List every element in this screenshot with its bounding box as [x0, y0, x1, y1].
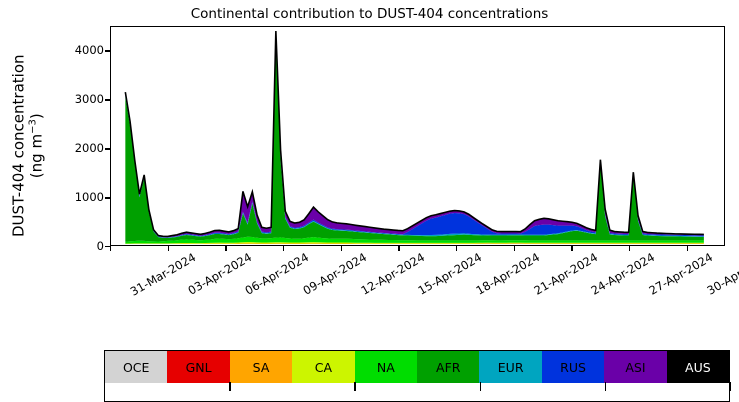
legend-item-asi[interactable]: ASI — [604, 351, 667, 383]
legend-tick — [104, 382, 106, 391]
x-tick-label: 24-Apr-2024 — [588, 250, 658, 298]
legend-tick — [354, 382, 356, 391]
legend-item-rus[interactable]: RUS — [541, 351, 605, 383]
legend-tick — [604, 382, 607, 391]
x-tick-label: 27-Apr-2024 — [646, 250, 716, 298]
y-axis-label: DUST-404 concentration (ng m−3) — [9, 26, 46, 266]
y-tick-mark — [105, 148, 110, 150]
legend-item-na[interactable]: NA — [354, 351, 418, 383]
area-series-rus — [125, 40, 704, 238]
area-series-asi — [125, 31, 704, 238]
legend-item-gnl[interactable]: GNL — [167, 351, 230, 383]
legend-item-aus[interactable]: AUS — [666, 351, 730, 383]
y-axis-label-line2: (ng m−3) — [27, 113, 46, 179]
x-tick-label: 31-Mar-2024 — [127, 250, 199, 299]
legend-item-label: EUR — [497, 360, 524, 375]
area-series-eur — [125, 41, 704, 239]
y-tick-label: 2000 — [74, 141, 104, 156]
x-tick-mark — [282, 246, 285, 251]
x-tick-mark — [513, 246, 515, 251]
legend-tick — [730, 382, 732, 391]
legend-item-label: AUS — [685, 360, 711, 375]
legend-item-label: GNL — [185, 360, 212, 375]
y-axis-label-line1: DUST-404 concentration — [9, 54, 28, 238]
x-tick-mark — [398, 246, 400, 251]
legend-tick — [479, 382, 481, 391]
y-tick-mark — [105, 99, 110, 101]
legend-item-label: SA — [252, 360, 270, 375]
x-tick-label: 18-Apr-2024 — [473, 250, 543, 298]
x-tick-mark — [167, 246, 170, 251]
x-tick-label: 12-Apr-2024 — [358, 250, 427, 298]
y-tick-label: 3000 — [74, 92, 104, 107]
x-tick-label: 21-Apr-2024 — [531, 250, 600, 298]
x-tick-mark — [686, 246, 688, 251]
legend-tick-marks — [104, 382, 732, 402]
stacked-area-plot — [124, 30, 704, 244]
x-tick-mark — [340, 246, 343, 251]
area-series-sa — [125, 243, 704, 244]
y-tick-label: 0 — [96, 239, 104, 253]
legend-item-label: AFR — [436, 360, 461, 375]
legend-item-ca[interactable]: CA — [292, 351, 355, 383]
x-tick-mark — [628, 246, 631, 251]
legend-item-eur[interactable]: EUR — [479, 351, 542, 383]
y-tick-mark — [105, 50, 110, 52]
x-tick-mark — [455, 246, 458, 251]
plot-area — [110, 26, 725, 246]
area-series-ca — [125, 242, 704, 244]
x-tick-mark — [571, 246, 573, 251]
y-tick-label: 1000 — [74, 190, 104, 205]
x-tick-label: 15-Apr-2024 — [415, 250, 485, 298]
legend-tick — [229, 382, 231, 391]
legend-item-oce[interactable]: OCE — [105, 351, 168, 383]
x-tick-label: 06-Apr-2024 — [242, 250, 312, 298]
legend-item-label: ASI — [625, 360, 646, 375]
page-title: Continental contribution to DUST-404 con… — [190, 6, 549, 22]
area-series-aus — [125, 31, 704, 237]
x-tick-mark — [110, 246, 112, 251]
legend-item-label: NA — [376, 360, 395, 375]
legend-colorbar: OCE GNL SA CA NA AFR EUR RUS ASI AUS — [104, 350, 730, 402]
legend-item-label: OCE — [122, 360, 150, 375]
y-tick-label: 4000 — [74, 43, 104, 58]
area-series-afr — [125, 42, 704, 242]
x-tick-label: 09-Apr-2024 — [300, 250, 370, 298]
y-tick-mark — [105, 246, 110, 248]
legend-item-sa[interactable]: SA — [229, 351, 293, 383]
x-tick-mark — [225, 246, 227, 251]
total-outline — [124, 30, 704, 238]
legend-item-label: RUS — [560, 360, 586, 375]
legend-item-afr[interactable]: AFR — [417, 351, 480, 383]
y-tick-mark — [105, 197, 110, 199]
area-series-na — [125, 236, 704, 244]
legend-item-label: CA — [314, 360, 333, 375]
